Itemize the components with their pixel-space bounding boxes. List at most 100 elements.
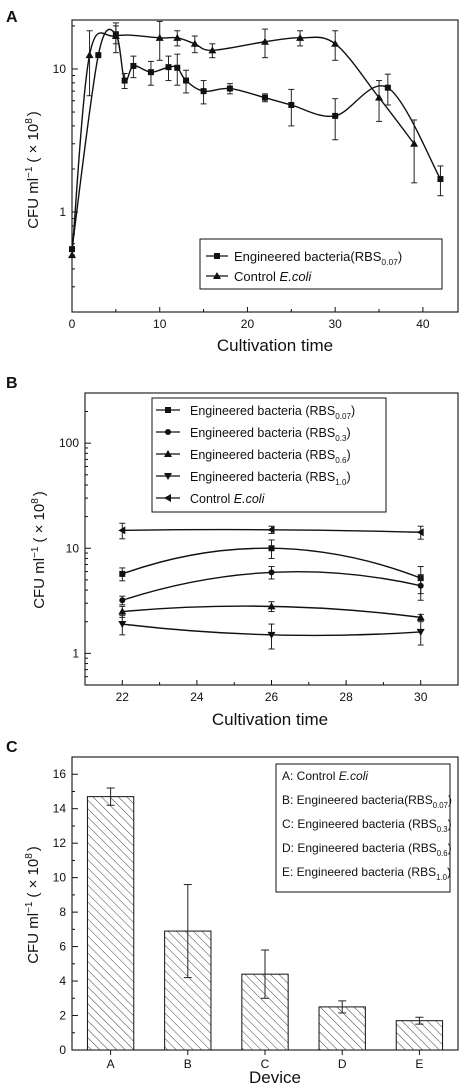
svg-text:CFU ml−1( × 108): CFU ml−1 ( × 108) <box>24 846 42 964</box>
legend-text: Engineered bacteria (RBS <box>190 404 335 418</box>
ylabel-sup: −1 <box>24 166 35 178</box>
bar <box>318 1006 366 1051</box>
data-point <box>268 545 275 552</box>
y-tick-label: 14 <box>53 802 67 816</box>
svg-text:CFU ml−1( × 108): CFU ml−1 ( × 108) <box>30 491 48 609</box>
legend-label: C: Engineered bacteria (RBS0.3) <box>282 817 452 834</box>
data-point <box>375 93 384 101</box>
y-tick-label: 8 <box>59 905 66 919</box>
x-tick-label: 24 <box>190 690 204 704</box>
fit-curve <box>71 32 415 256</box>
legend-marker <box>164 494 171 502</box>
ylabel-close: ) <box>25 111 42 116</box>
data-point <box>384 84 391 91</box>
data-point <box>130 62 137 69</box>
ylabel-paren: ( × 10 <box>25 859 42 898</box>
legend-label: Engineered bacteria (RBS1.0) <box>190 470 351 487</box>
panel-a: A 0 10 20 30 40 1 10 Cultivation time CFU ml−1… <box>6 9 459 355</box>
data-point <box>296 33 305 41</box>
panel-b-label: B <box>6 375 18 392</box>
legend-tail: ) <box>347 448 351 462</box>
ylabel-sup: −1 <box>24 901 35 913</box>
y-tick-label: 12 <box>53 836 67 850</box>
legend-label: Engineered bacteria (RBS0.6) <box>190 448 351 465</box>
data-point <box>417 582 424 589</box>
legend-text: Engineered bacteria(RBS <box>297 793 433 807</box>
data-point <box>95 52 102 59</box>
data-point <box>267 631 276 639</box>
x-tick-label: 0 <box>69 317 76 331</box>
legend-text: Engineered bacteria (RBS <box>297 841 436 855</box>
legend-label: Engineered bacteria (RBS0.07) <box>190 404 355 421</box>
legend-text: Control <box>190 492 234 506</box>
legend-text: Control <box>297 769 339 783</box>
panel-b-axis-ticks: 22 24 26 28 30 1 10 100 <box>59 411 428 704</box>
data-point <box>416 628 425 636</box>
data-point <box>267 525 275 534</box>
legend-prefix: C: <box>282 817 297 831</box>
y-tick-label: 1 <box>59 205 66 219</box>
x-tick-label: 30 <box>414 690 428 704</box>
panel-a-frame <box>71 19 459 313</box>
ylabel-main: CFU ml <box>25 913 42 964</box>
legend-tail: ) <box>447 865 451 879</box>
legend-marker <box>165 429 171 435</box>
legend-tail: ) <box>347 426 351 440</box>
y-tick-label: 1 <box>72 646 79 660</box>
data-point <box>331 39 340 47</box>
x-tick-label: A <box>107 1057 115 1071</box>
y-tick-label: 4 <box>59 974 66 988</box>
legend-italic-text: E.coli <box>280 269 313 284</box>
legend-label: Control E.coli <box>190 492 266 506</box>
legend-subscript: 0.3 <box>335 434 347 443</box>
panel-c: C 0 2 4 6 8 10 12 14 16 A B C D E Device CFU ml−1 ( × … <box>6 739 459 1087</box>
y-tick-label: 10 <box>66 541 80 555</box>
bar <box>164 930 212 1051</box>
legend-label: Control E.coli <box>234 269 312 284</box>
legend-prefix: B: <box>282 793 297 807</box>
legend-prefix: E: <box>282 865 297 879</box>
panel-b: B 22 24 26 28 30 1 10 100 Cultivation time CFU … <box>6 375 459 729</box>
x-tick-label: 26 <box>265 690 279 704</box>
y-tick-label: 100 <box>59 436 79 450</box>
x-tick-label: 40 <box>416 317 430 331</box>
data-point <box>267 602 276 610</box>
svg-text:CFU ml−1( × 108): CFU ml−1 ( × 108) <box>24 111 42 229</box>
data-point <box>121 77 128 84</box>
data-point <box>119 570 126 577</box>
panel-b-legend: Engineered bacteria (RBS0.07)Engineered … <box>151 397 387 513</box>
ylabel-close: ) <box>31 491 48 496</box>
legend-marker <box>213 272 221 279</box>
y-tick-label: 6 <box>59 940 66 954</box>
legend-text: Engineered bacteria (RBS <box>297 817 436 831</box>
panel-a-y-axis-label: CFU ml−1 ( × 108) <box>24 111 42 229</box>
legend-label: Engineered bacteria(RBS0.07) <box>234 249 402 267</box>
panel-a-data-marks <box>68 20 444 259</box>
legend-tail: ) <box>448 817 452 831</box>
legend-text: Engineered bacteria (RBS <box>190 448 335 462</box>
data-point <box>262 94 268 101</box>
data-point <box>437 176 444 183</box>
data-point <box>190 39 199 47</box>
data-point <box>288 101 295 108</box>
x-tick-label: 10 <box>153 317 167 331</box>
data-point <box>165 64 172 71</box>
data-point <box>416 528 424 537</box>
panel-a-x-axis-label: Cultivation time <box>217 336 333 355</box>
data-point <box>118 526 126 535</box>
panel-c-label: C <box>6 739 18 756</box>
y-tick-label: 10 <box>53 62 67 76</box>
legend-box <box>199 238 443 290</box>
legend-subscript: 0.07 <box>381 257 398 267</box>
x-tick-label: B <box>184 1057 192 1071</box>
data-point <box>118 607 127 615</box>
data-point <box>111 32 120 40</box>
legend-text: Engineered bacteria (RBS <box>297 865 436 879</box>
panel-b-x-axis-label: Cultivation time <box>212 710 328 729</box>
y-tick-label: 0 <box>59 1043 66 1057</box>
ylabel-exp: 8 <box>30 498 41 504</box>
data-point <box>261 37 269 45</box>
panel-a-axis-ticks: 0 10 20 30 40 1 10 <box>53 25 430 331</box>
x-tick-label: 28 <box>339 690 353 704</box>
